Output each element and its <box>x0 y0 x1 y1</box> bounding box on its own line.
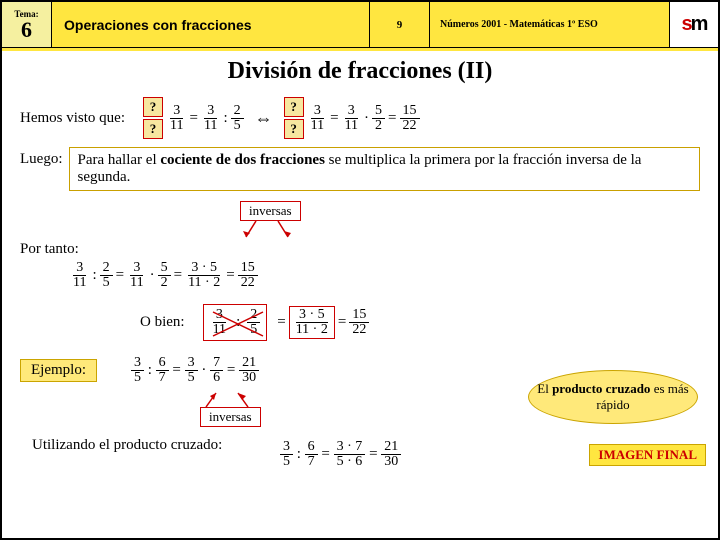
bidirectional-arrow-icon: ⇔ <box>244 108 284 129</box>
intro-text: Hemos visto que: <box>20 110 125 127</box>
conclusion-row: Luego: Para hallar el cociente de dos fr… <box>20 147 700 191</box>
luego-label: Luego: <box>20 147 63 168</box>
obien-label: O bien: <box>140 314 185 331</box>
cross-result: = 3 · 511 · 2 = 1522 <box>277 306 369 339</box>
arrows-up-icon <box>198 391 268 407</box>
question-mark-icon: ? <box>143 119 163 139</box>
question-boxes-left: ? ? <box>143 97 163 139</box>
por-tanto-equation: 311 : 25 = 311 · 52 = 3 · 511 · 2 = 1522 <box>70 261 258 290</box>
publisher-logo: sm <box>670 2 718 47</box>
inversas-label-1: inversas <box>240 201 700 239</box>
tema-number: 6 <box>21 19 32 41</box>
utilizing-equation: 35 : 67 = 3 · 75 · 6 = 2130 <box>280 440 401 469</box>
ejemplo-equation: 35 : 67 = 35 · 76 = 2130 <box>131 356 259 385</box>
callout-bubble: El producto cruzado es más rápido <box>528 370 698 424</box>
chapter-title: Operaciones con fracciones <box>52 2 370 47</box>
content-area: División de fracciones (II) Hemos visto … <box>2 48 718 472</box>
equation-2: 311 = 311 · 52 = 1522 <box>308 104 420 133</box>
book-reference: Números 2001 - Matemáticas 1º ESO <box>430 2 670 47</box>
arrows-down-icon <box>238 221 308 239</box>
intro-row: Hemos visto que: ? ? 311 = 311 : 25 ⇔ ? … <box>20 97 700 139</box>
tema-box: Tema: 6 <box>2 2 52 47</box>
cross-product-box: 311 : 25 <box>203 304 268 341</box>
question-mark-icon: ? <box>284 119 304 139</box>
ejemplo-label: Ejemplo: <box>20 359 97 382</box>
footer-tag: IMAGEN FINAL <box>589 444 706 466</box>
conclusion-box: Para hallar el cociente de dos fraccione… <box>69 147 701 191</box>
page-number: 9 <box>370 2 430 47</box>
question-mark-icon: ? <box>143 97 163 117</box>
main-title: División de fracciones (II) <box>20 58 700 85</box>
por-tanto-label: Por tanto: <box>20 241 700 258</box>
equation-1: 311 = 311 : 25 <box>167 104 244 133</box>
header: Tema: 6 Operaciones con fracciones 9 Núm… <box>2 2 718 48</box>
question-mark-icon: ? <box>284 97 304 117</box>
slide-page: Tema: 6 Operaciones con fracciones 9 Núm… <box>0 0 720 540</box>
question-boxes-right: ? ? <box>284 97 304 139</box>
obien-row: O bien: 311 : 25 = 3 · 511 · 2 = 1522 <box>20 304 700 341</box>
